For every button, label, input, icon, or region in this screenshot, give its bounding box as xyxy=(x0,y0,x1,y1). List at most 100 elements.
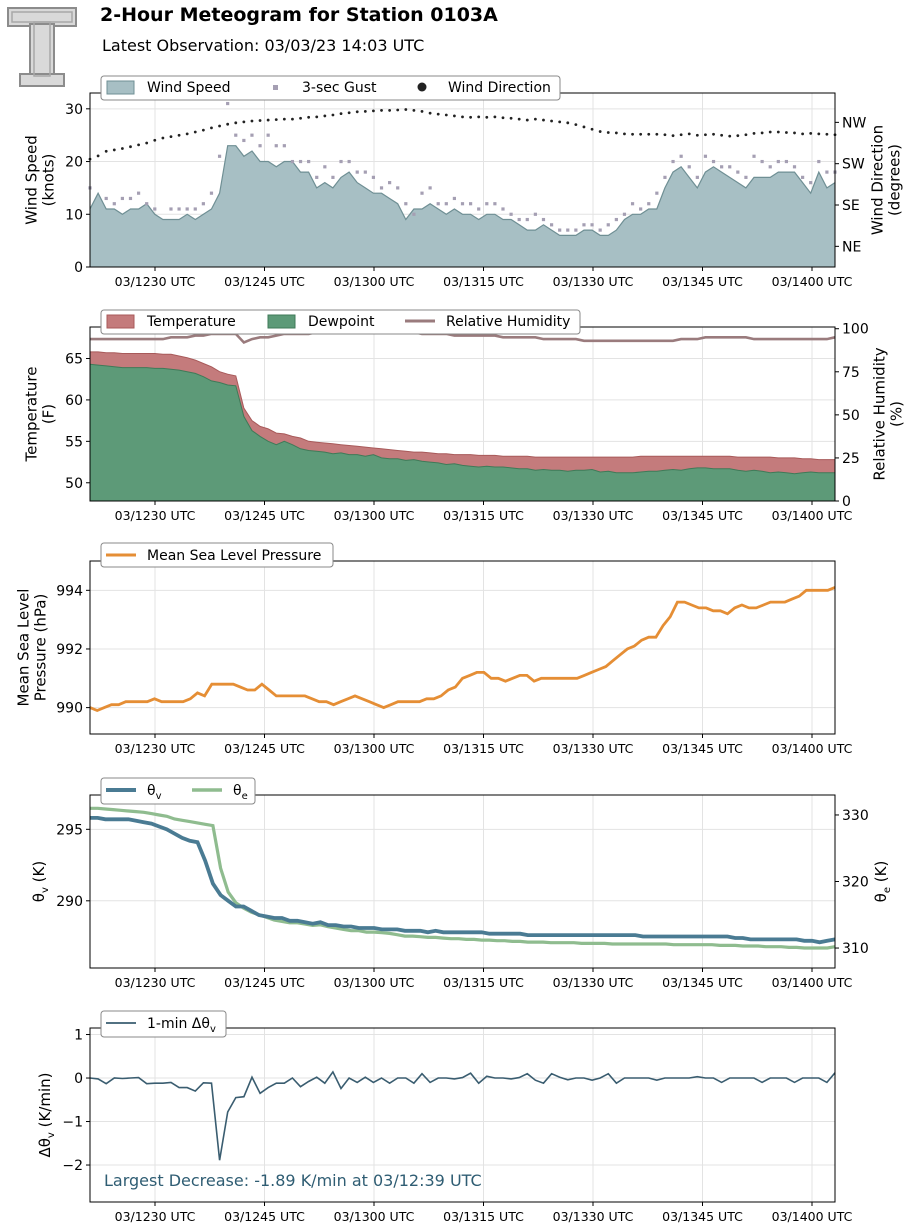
direction-point xyxy=(768,130,772,134)
y-tick-label: 295 xyxy=(56,822,83,838)
gust-point xyxy=(355,170,359,174)
x-tick-label: 03/1345 UTC xyxy=(662,508,743,523)
x-tick-label: 03/1230 UTC xyxy=(115,975,196,990)
gust-point xyxy=(428,186,432,190)
gust-point xyxy=(792,165,797,169)
direction-point xyxy=(525,118,529,122)
y2-tick-label: 25 xyxy=(842,451,860,467)
direction-point xyxy=(137,143,140,147)
y2-tick-label: SW xyxy=(842,157,865,173)
gust-point xyxy=(809,181,813,185)
direction-point xyxy=(785,131,788,134)
direction-point xyxy=(274,118,278,122)
direction-point xyxy=(299,116,302,120)
x-tick-label: 03/1315 UTC xyxy=(443,1209,524,1224)
gust-point xyxy=(614,217,618,222)
gust-point xyxy=(501,207,505,211)
gust-point xyxy=(728,165,732,169)
gust-point xyxy=(720,165,724,169)
direction-point xyxy=(307,115,311,119)
gust-point xyxy=(404,202,408,206)
y2-axis-label: Wind Direction (degrees) xyxy=(869,125,904,235)
gust-point xyxy=(533,212,537,216)
gust-point xyxy=(217,154,222,158)
largest-decrease-annotation: Largest Decrease: -1.89 K/min at 03/12:3… xyxy=(104,1171,482,1190)
x-tick-label: 03/1230 UTC xyxy=(115,274,196,289)
x-tick-label: 03/1245 UTC xyxy=(224,508,305,523)
legend-box xyxy=(100,777,256,805)
legend-label: Relative Humidity xyxy=(446,314,570,330)
gust-point xyxy=(396,186,400,190)
x-tick-label: 03/1300 UTC xyxy=(334,741,415,756)
y-tick-label: 20 xyxy=(65,155,83,171)
direction-point xyxy=(671,134,675,138)
direction-point xyxy=(315,115,319,119)
legend-label: Wind Speed xyxy=(147,80,231,96)
gust-point xyxy=(128,196,133,201)
x-tick-label: 03/1345 UTC xyxy=(662,741,743,756)
gust-point xyxy=(120,196,124,201)
pressure-panel xyxy=(154,561,813,738)
gust-point xyxy=(136,191,141,195)
gust-point xyxy=(153,207,157,211)
gust-point xyxy=(744,175,748,179)
x-tick-label: 03/1300 UTC xyxy=(334,975,415,990)
x-tick-label: 03/1245 UTC xyxy=(224,1209,305,1224)
direction-point xyxy=(720,133,724,137)
gust-point xyxy=(242,138,246,143)
theta-e-line xyxy=(90,806,836,950)
gust-point xyxy=(776,159,780,164)
direction-point xyxy=(226,122,230,126)
gust-point xyxy=(104,196,108,201)
gust-point xyxy=(420,191,424,195)
y-tick-label: 60 xyxy=(65,393,83,409)
gust-point xyxy=(679,154,683,158)
gust-point xyxy=(201,202,205,206)
y2-axis-label-line: Wind Direction xyxy=(869,125,887,235)
y-tick-label: 0 xyxy=(74,1071,83,1087)
y-axis-label-text: θv (K) xyxy=(30,861,51,902)
gust-point xyxy=(549,223,554,227)
gust-point xyxy=(185,207,189,211)
direction-point xyxy=(363,109,367,113)
y-axis-label: Temperature (F) xyxy=(23,366,58,462)
texas-tech-logo xyxy=(7,7,77,87)
gust-point xyxy=(703,154,708,158)
gust-point xyxy=(752,154,756,158)
legend-swatch xyxy=(106,314,135,329)
direction-point xyxy=(574,123,578,127)
direction-point xyxy=(242,120,246,124)
x-tick-label: 03/1245 UTC xyxy=(224,975,305,990)
gust-point xyxy=(687,165,691,169)
x-tick-label: 03/1245 UTC xyxy=(224,741,305,756)
direction-point xyxy=(444,113,448,117)
y2-tick-label: 330 xyxy=(842,808,869,824)
direction-point xyxy=(590,127,594,131)
x-tick-label: 03/1345 UTC xyxy=(662,274,743,289)
y-axis-label: θv (K) xyxy=(30,861,51,902)
y2-axis-label-line: (%) xyxy=(888,401,906,427)
y-tick-label: 55 xyxy=(65,434,83,450)
gust-point xyxy=(339,159,343,164)
direction-point xyxy=(193,130,197,134)
gust-point xyxy=(485,202,489,206)
legend-swatch xyxy=(273,85,278,90)
x-tick-label: 03/1300 UTC xyxy=(334,1209,415,1224)
gust-point xyxy=(736,170,740,174)
direction-point xyxy=(704,133,707,137)
gust-point xyxy=(412,212,416,216)
gust-point xyxy=(477,207,481,211)
x-tick-label: 03/1315 UTC xyxy=(443,274,524,289)
direction-point xyxy=(817,132,821,136)
gust-point xyxy=(452,196,457,201)
gust-point xyxy=(363,170,367,174)
y-axis-label-line: Temperature xyxy=(23,366,41,462)
gust-point xyxy=(760,159,764,164)
direction-point xyxy=(428,111,432,115)
x-tick-label: 03/1300 UTC xyxy=(334,508,415,523)
gust-point xyxy=(825,170,829,174)
gust-point xyxy=(460,202,465,206)
direction-point xyxy=(550,119,553,123)
x-tick-label: 03/1230 UTC xyxy=(115,741,196,756)
